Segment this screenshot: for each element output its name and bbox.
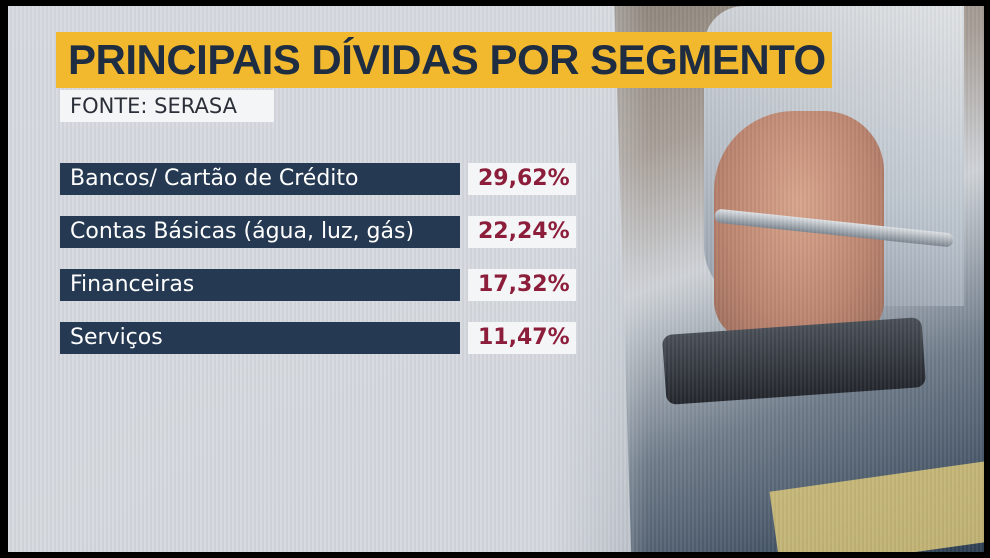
category-bar — [60, 216, 460, 248]
data-row: Financeiras 17,32% — [60, 269, 590, 301]
value-box — [468, 163, 576, 195]
source-label: FONTE: SERASA — [70, 94, 237, 118]
category-bar — [60, 322, 460, 354]
value-box — [468, 322, 576, 354]
chart-title: PRINCIPAIS DÍVIDAS POR SEGMENTO — [68, 36, 826, 83]
category-label: Contas Básicas (água, luz, gás) — [70, 219, 415, 244]
value-box — [468, 269, 576, 301]
title-banner — [56, 32, 832, 88]
category-label: Financeiras — [70, 272, 195, 297]
value-label: 29,62% — [478, 166, 570, 191]
category-bar — [60, 163, 460, 195]
data-row: Serviços 11,47% — [60, 322, 590, 354]
category-label: Serviços — [70, 325, 163, 350]
value-box — [468, 216, 576, 248]
data-row: Contas Básicas (água, luz, gás) 22,24% — [60, 216, 590, 248]
value-label: 17,32% — [478, 272, 570, 297]
value-label: 22,24% — [478, 219, 570, 244]
category-label: Bancos/ Cartão de Crédito — [70, 166, 359, 191]
source-banner — [60, 90, 274, 122]
data-row: Bancos/ Cartão de Crédito 29,62% — [60, 163, 590, 195]
background-photo — [614, 6, 984, 552]
graphic-frame: PRINCIPAIS DÍVIDAS POR SEGMENTO FONTE: S… — [8, 6, 984, 552]
category-bar — [60, 269, 460, 301]
value-label: 11,47% — [478, 325, 570, 350]
